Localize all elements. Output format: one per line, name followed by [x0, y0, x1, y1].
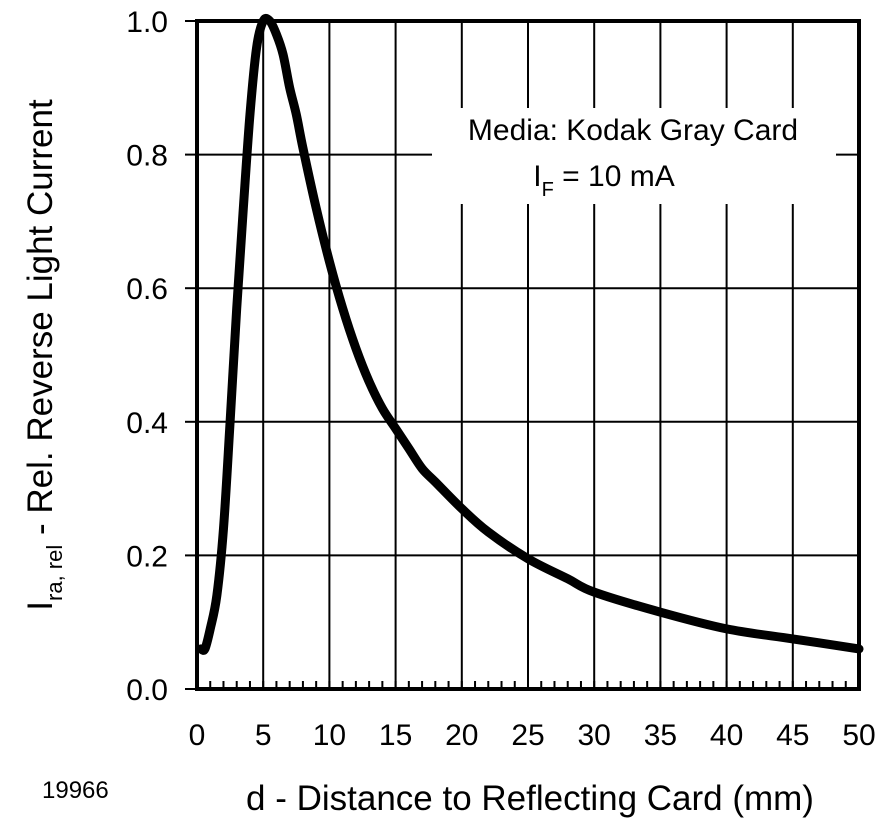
x-tick-label: 20 [445, 719, 478, 752]
plot-frame [195, 19, 861, 691]
y-tick-label: 0.0 [126, 674, 168, 707]
y-tick-label: 0.2 [126, 540, 168, 573]
x-tick-label: 10 [313, 719, 346, 752]
y-tick-label: 0.4 [126, 407, 168, 440]
y-axis-title: Ira, rel - Rel. Reverse Light Current [21, 99, 67, 611]
series-layer [196, 13, 864, 655]
x-axis-title: d - Distance to Reflecting Card (mm) [246, 779, 814, 818]
annotation-line-2: IF = 10 mA [533, 160, 674, 201]
y-tick-label: 1.0 [126, 6, 168, 39]
x-tick-label: 50 [842, 719, 875, 752]
series-line [196, 13, 864, 655]
x-tick-label: 40 [710, 719, 743, 752]
y-tick-labels: 0.0 0.2 0.4 0.6 0.8 1.0 [126, 6, 168, 707]
x-tick-label: 15 [379, 719, 412, 752]
x-tick-label: 0 [189, 719, 206, 752]
figure-id: 19966 [42, 777, 109, 804]
y-tick-label: 0.8 [126, 140, 168, 173]
y-tick-label: 0.6 [126, 273, 168, 306]
x-tick-label: 30 [578, 719, 611, 752]
annotation-if-symbol: I [533, 160, 541, 193]
annotation-line-1: Media: Kodak Gray Card [468, 114, 798, 147]
x-tick-label: 5 [255, 719, 272, 752]
annotation-if-subscript: F [542, 179, 554, 201]
annotation-if-value: = 10 mA [554, 160, 675, 193]
x-tick-label: 45 [776, 719, 809, 752]
x-tick-label: 35 [644, 719, 677, 752]
x-tick-label: 25 [511, 719, 544, 752]
y-axis-symbol: I [21, 601, 60, 611]
y-axis-text: - Rel. Reverse Light Current [21, 99, 60, 545]
y-axis-subscript: ra, rel [42, 545, 67, 601]
x-tick-labels: 0 5 10 15 20 25 30 35 40 45 50 [189, 719, 876, 752]
annotation-box [432, 108, 836, 204]
